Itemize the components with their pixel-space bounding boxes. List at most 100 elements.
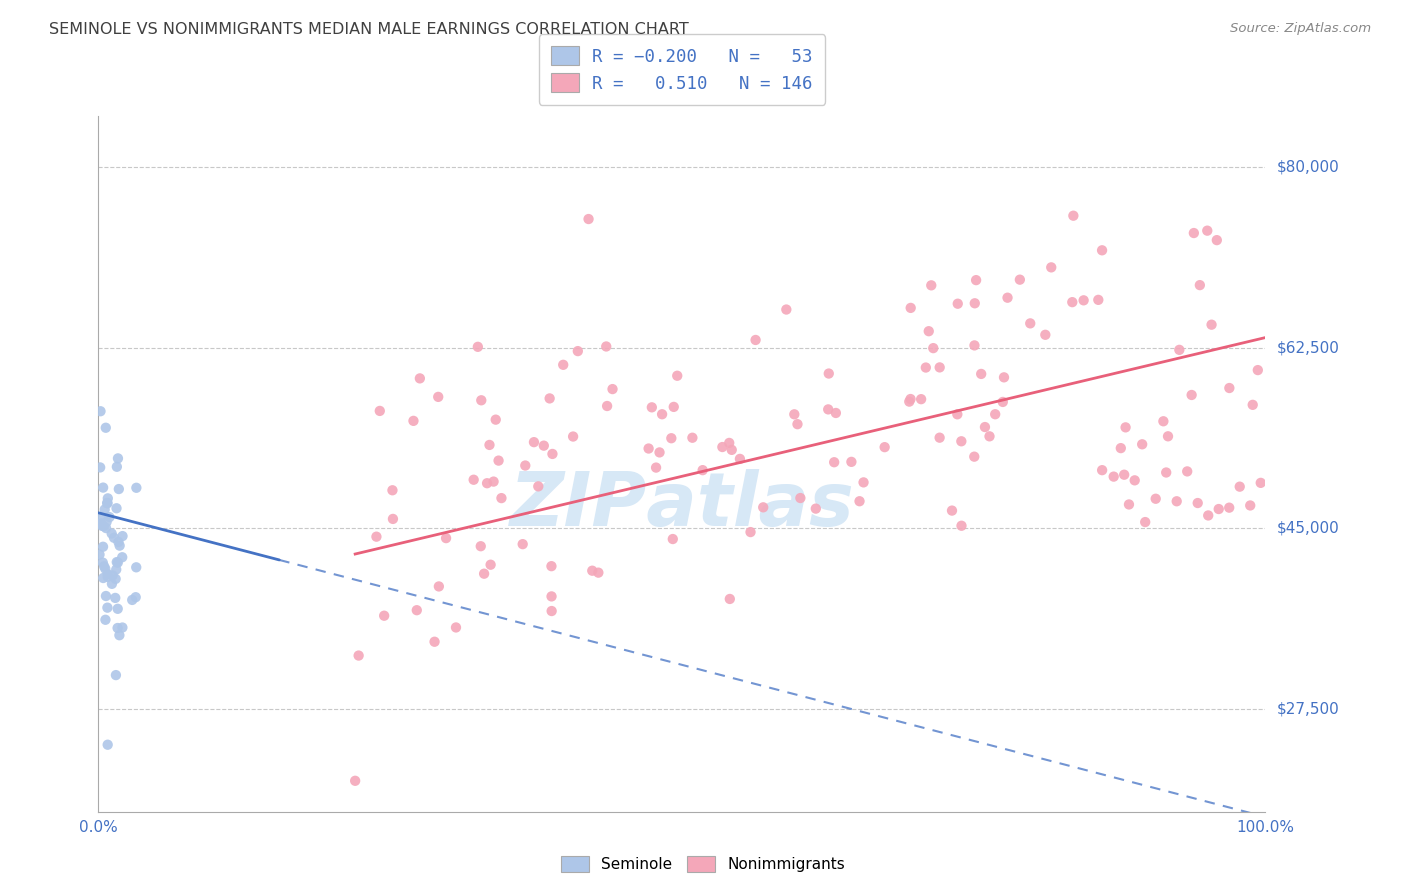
Point	[740, 525, 762, 540]
Point	[804, 501, 827, 516]
Point	[928, 360, 950, 375]
Point	[105, 555, 128, 569]
Point	[718, 436, 741, 450]
Point	[91, 540, 114, 554]
Point	[711, 440, 734, 454]
Point	[1087, 293, 1109, 307]
Point	[108, 482, 131, 496]
Point	[852, 475, 875, 490]
Point	[922, 341, 945, 355]
Point	[1250, 475, 1272, 490]
Point	[475, 476, 498, 491]
Point	[578, 212, 600, 227]
Point	[1201, 318, 1223, 332]
Point	[1008, 273, 1031, 287]
Point	[409, 371, 432, 385]
Point	[93, 559, 115, 574]
Point	[381, 483, 404, 498]
Point	[105, 563, 128, 577]
Point	[111, 529, 134, 543]
Point	[96, 600, 118, 615]
Point	[651, 407, 673, 421]
Point	[1102, 469, 1125, 483]
Point	[648, 445, 671, 459]
Point	[848, 494, 870, 508]
Point	[1181, 388, 1204, 402]
Point	[540, 559, 562, 574]
Point	[918, 324, 941, 338]
Point	[728, 451, 751, 466]
Point	[1091, 244, 1114, 258]
Point	[1191, 95, 1213, 109]
Point	[93, 502, 115, 516]
Point	[107, 451, 129, 466]
Point	[373, 608, 395, 623]
Point	[659, 431, 682, 445]
Point	[444, 620, 467, 634]
Point	[553, 358, 575, 372]
Point	[108, 628, 131, 642]
Point	[1197, 224, 1219, 238]
Point	[914, 360, 936, 375]
Point	[101, 568, 124, 582]
Point	[1152, 414, 1174, 428]
Point	[1205, 233, 1227, 247]
Point	[93, 519, 115, 533]
Point	[1208, 502, 1230, 516]
Point	[970, 367, 993, 381]
Point	[596, 399, 619, 413]
Point	[90, 511, 112, 525]
Point	[1166, 494, 1188, 508]
Point	[991, 395, 1014, 409]
Point	[402, 414, 425, 428]
Text: ZIP​atlas: ZIP​atlas	[509, 469, 855, 542]
Point	[1033, 327, 1056, 342]
Point	[637, 442, 659, 456]
Point	[1239, 499, 1261, 513]
Point	[979, 429, 1001, 443]
Point	[94, 562, 117, 576]
Point	[107, 602, 129, 616]
Point	[1197, 508, 1219, 523]
Point	[104, 572, 127, 586]
Point	[595, 339, 617, 353]
Point	[681, 431, 703, 445]
Point	[1218, 381, 1240, 395]
Point	[512, 537, 534, 551]
Point	[1062, 209, 1084, 223]
Point	[1118, 498, 1140, 512]
Text: Source: ZipAtlas.com: Source: ZipAtlas.com	[1230, 22, 1371, 36]
Point	[1123, 474, 1146, 488]
Point	[993, 370, 1015, 384]
Point	[567, 344, 589, 359]
Point	[541, 447, 564, 461]
Point	[984, 407, 1007, 421]
Point	[125, 481, 148, 495]
Point	[491, 491, 513, 505]
Point	[941, 503, 963, 517]
Point	[1115, 420, 1137, 434]
Point	[107, 621, 129, 635]
Point	[97, 491, 120, 506]
Point	[485, 412, 508, 426]
Point	[1130, 437, 1153, 451]
Point	[96, 515, 118, 529]
Point	[898, 394, 921, 409]
Point	[950, 434, 973, 449]
Point	[1175, 464, 1198, 478]
Point	[347, 648, 370, 663]
Point	[94, 421, 117, 435]
Point	[107, 556, 129, 570]
Point	[434, 531, 457, 545]
Point	[121, 593, 143, 607]
Point	[786, 417, 808, 432]
Point	[744, 333, 766, 347]
Point	[470, 539, 492, 553]
Point	[96, 496, 118, 510]
Point	[107, 535, 129, 549]
Point	[1040, 260, 1063, 275]
Legend: Seminole, Nonimmigrants: Seminole, Nonimmigrants	[554, 848, 852, 880]
Point	[111, 550, 134, 565]
Point	[1019, 317, 1042, 331]
Point	[946, 296, 969, 310]
